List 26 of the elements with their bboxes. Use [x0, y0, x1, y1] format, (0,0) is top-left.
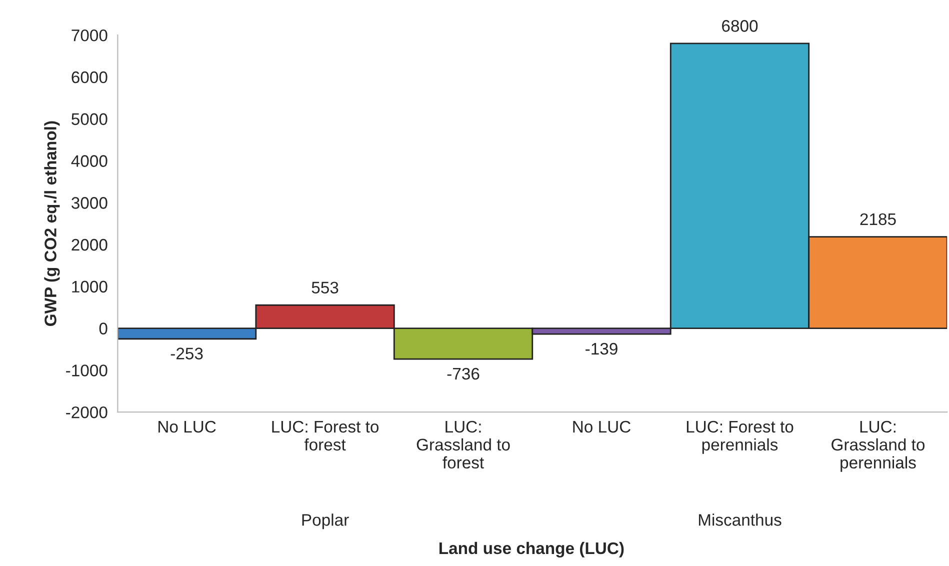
data-label: 2185: [860, 213, 896, 226]
y-tick-label: 0: [99, 322, 108, 334]
y-tick-label: 1000: [72, 280, 108, 293]
data-label: -736: [447, 368, 480, 380]
x-axis-title: Land use change (LUC): [440, 542, 624, 558]
x-tick-label: LUC: Forest to perennials: [686, 420, 794, 454]
y-tick-label: -2000: [66, 406, 108, 418]
data-label: 553: [312, 282, 338, 294]
y-tick-label: 2000: [72, 238, 108, 251]
y-axis-title: GWP (g CO2 eq./l ethanol): [44, 121, 60, 326]
data-label: -253: [170, 348, 203, 360]
text: Miscanthus: [698, 514, 782, 526]
y-tick-label: 7000: [72, 29, 108, 42]
data-label: 6800: [722, 20, 758, 32]
x-tick-label: LUC: Forest to forest: [272, 420, 379, 451]
x-tick-label: LUC: Grassland to forest: [416, 420, 510, 469]
x-tick-label: No LUC: [158, 420, 216, 433]
x-tick-label: No LUC: [573, 420, 631, 433]
y-tick-label: 3000: [72, 197, 108, 209]
y-tick-label: 4000: [71, 155, 108, 167]
y-tick-label: -1000: [66, 364, 108, 376]
y-tick-label: 6000: [72, 71, 108, 84]
data-label: -139: [586, 342, 618, 355]
y-tick-label: 5000: [72, 113, 108, 126]
x-tick-label: LUC: Grassland to perennials: [832, 420, 925, 472]
text: Poplar: [302, 514, 349, 530]
